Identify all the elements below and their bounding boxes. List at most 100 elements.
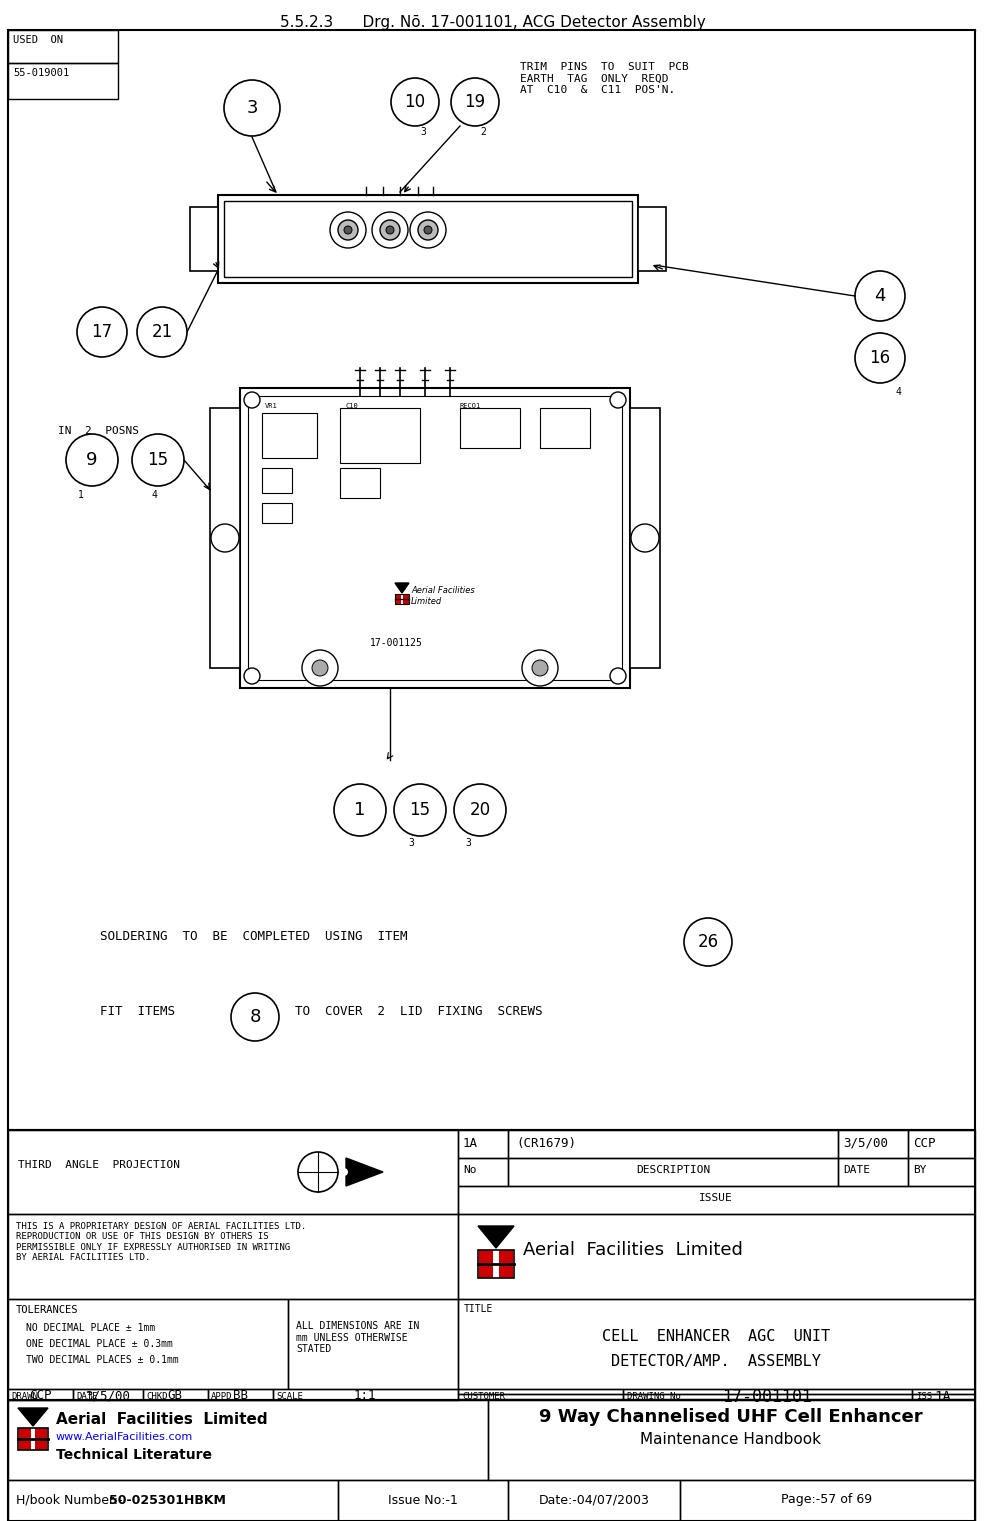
- Text: CCP: CCP: [913, 1138, 936, 1150]
- Text: ISSUE: ISSUE: [699, 1192, 733, 1203]
- Text: 3/5/00: 3/5/00: [843, 1138, 888, 1150]
- Text: 15: 15: [409, 802, 431, 818]
- Circle shape: [340, 1168, 348, 1176]
- Bar: [8, 1214, 458, 1299]
- Text: Aerial  Facilities  Limited: Aerial Facilities Limited: [56, 1411, 267, 1427]
- Text: 1: 1: [78, 490, 84, 500]
- Text: 21: 21: [152, 322, 173, 341]
- Bar: [508, 1130, 838, 1157]
- Circle shape: [386, 227, 394, 234]
- Circle shape: [244, 668, 260, 684]
- Circle shape: [522, 649, 558, 686]
- Polygon shape: [395, 583, 409, 593]
- Circle shape: [380, 221, 400, 240]
- Bar: [8, 1480, 338, 1521]
- Circle shape: [312, 660, 328, 675]
- Bar: [623, 1389, 912, 1395]
- Bar: [8, 1399, 975, 1521]
- Bar: [458, 1395, 623, 1399]
- Text: 3: 3: [465, 838, 471, 849]
- Bar: [540, 408, 590, 449]
- Bar: [262, 414, 317, 458]
- Text: THIRD  ANGLE  PROJECTION: THIRD ANGLE PROJECTION: [18, 1161, 180, 1170]
- Bar: [508, 1480, 680, 1521]
- Text: C10: C10: [345, 403, 358, 409]
- Bar: [680, 1480, 975, 1521]
- Bar: [479, 1250, 493, 1278]
- Bar: [630, 408, 660, 668]
- Text: VR1: VR1: [265, 403, 278, 409]
- Circle shape: [410, 211, 446, 248]
- Text: CHKD: CHKD: [146, 1392, 168, 1401]
- Text: TOLERANCES: TOLERANCES: [16, 1305, 79, 1316]
- Text: 10: 10: [404, 93, 426, 111]
- Bar: [248, 395, 622, 680]
- Text: 5.5.2.3      Drg. Nō. 17-001101, ACG Detector Assembly: 5.5.2.3 Drg. Nō. 17-001101, ACG Detector…: [280, 15, 706, 30]
- Text: 4: 4: [875, 287, 885, 306]
- Bar: [395, 595, 401, 604]
- Bar: [8, 1299, 288, 1389]
- Text: 9 Way Channelised UHF Cell Enhancer: 9 Way Channelised UHF Cell Enhancer: [539, 1408, 923, 1427]
- Bar: [508, 1157, 838, 1186]
- Bar: [18, 1428, 48, 1450]
- Bar: [838, 1157, 908, 1186]
- Text: DRAWING No: DRAWING No: [627, 1392, 680, 1401]
- Text: 3: 3: [420, 126, 426, 137]
- Polygon shape: [18, 1408, 48, 1427]
- Bar: [262, 468, 292, 493]
- Text: DRAWN: DRAWN: [11, 1392, 37, 1401]
- Text: 50-025301HBKM: 50-025301HBKM: [109, 1494, 226, 1506]
- Bar: [262, 503, 292, 523]
- Text: Aerial  Facilities  Limited: Aerial Facilities Limited: [523, 1241, 742, 1259]
- Text: 55-019001: 55-019001: [13, 68, 69, 78]
- Text: GB: GB: [168, 1389, 182, 1402]
- Bar: [458, 1389, 623, 1395]
- Circle shape: [610, 392, 626, 408]
- Text: TWO DECIMAL PLACES ± 0.1mm: TWO DECIMAL PLACES ± 0.1mm: [26, 1355, 178, 1364]
- Bar: [8, 1130, 975, 1399]
- Bar: [218, 195, 638, 283]
- Text: 9: 9: [86, 452, 98, 468]
- Text: 19: 19: [464, 93, 485, 111]
- Text: 26: 26: [697, 932, 719, 951]
- Text: BY: BY: [913, 1165, 927, 1176]
- Polygon shape: [346, 1157, 383, 1186]
- Text: IN  2  POSNS: IN 2 POSNS: [58, 426, 139, 437]
- Bar: [908, 1130, 975, 1157]
- Bar: [499, 1250, 513, 1278]
- Circle shape: [244, 392, 260, 408]
- Bar: [8, 30, 975, 1130]
- Bar: [458, 1214, 975, 1299]
- Text: No: No: [463, 1165, 476, 1176]
- Text: THIS IS A PROPRIETARY DESIGN OF AERIAL FACILITIES LTD.
REPRODUCTION OR USE OF TH: THIS IS A PROPRIETARY DESIGN OF AERIAL F…: [16, 1221, 307, 1262]
- Text: SCALE: SCALE: [276, 1392, 303, 1401]
- Bar: [73, 1389, 143, 1399]
- Text: DETECTOR/AMP.  ASSEMBLY: DETECTOR/AMP. ASSEMBLY: [611, 1354, 821, 1369]
- Text: TITLE: TITLE: [464, 1303, 493, 1314]
- Circle shape: [372, 211, 408, 248]
- Bar: [458, 1157, 508, 1186]
- Text: CCP: CCP: [29, 1389, 51, 1402]
- Bar: [912, 1395, 975, 1399]
- Polygon shape: [478, 1226, 514, 1249]
- Bar: [273, 1389, 458, 1399]
- Text: 1A: 1A: [463, 1138, 478, 1150]
- Bar: [478, 1250, 514, 1278]
- Text: ONE DECIMAL PLACE ± 0.3mm: ONE DECIMAL PLACE ± 0.3mm: [26, 1338, 173, 1349]
- Text: 17-001125: 17-001125: [370, 637, 423, 648]
- Bar: [8, 1130, 458, 1214]
- Text: H/book Number:-: H/book Number:-: [16, 1494, 122, 1506]
- Bar: [838, 1130, 908, 1157]
- Text: ALL DIMENSIONS ARE IN
mm UNLESS OTHERWISE
STATED: ALL DIMENSIONS ARE IN mm UNLESS OTHERWIS…: [296, 1322, 419, 1354]
- Bar: [403, 595, 409, 604]
- Text: Issue No:-1: Issue No:-1: [388, 1494, 458, 1506]
- Text: 1:1: 1:1: [354, 1389, 377, 1402]
- Circle shape: [631, 525, 659, 552]
- Bar: [458, 1186, 975, 1214]
- Text: Technical Literature: Technical Literature: [56, 1448, 212, 1462]
- Circle shape: [302, 649, 338, 686]
- Text: BB: BB: [233, 1389, 247, 1402]
- Text: www.AerialFacilities.com: www.AerialFacilities.com: [56, 1431, 193, 1442]
- Text: 20: 20: [469, 802, 491, 818]
- Bar: [288, 1299, 458, 1389]
